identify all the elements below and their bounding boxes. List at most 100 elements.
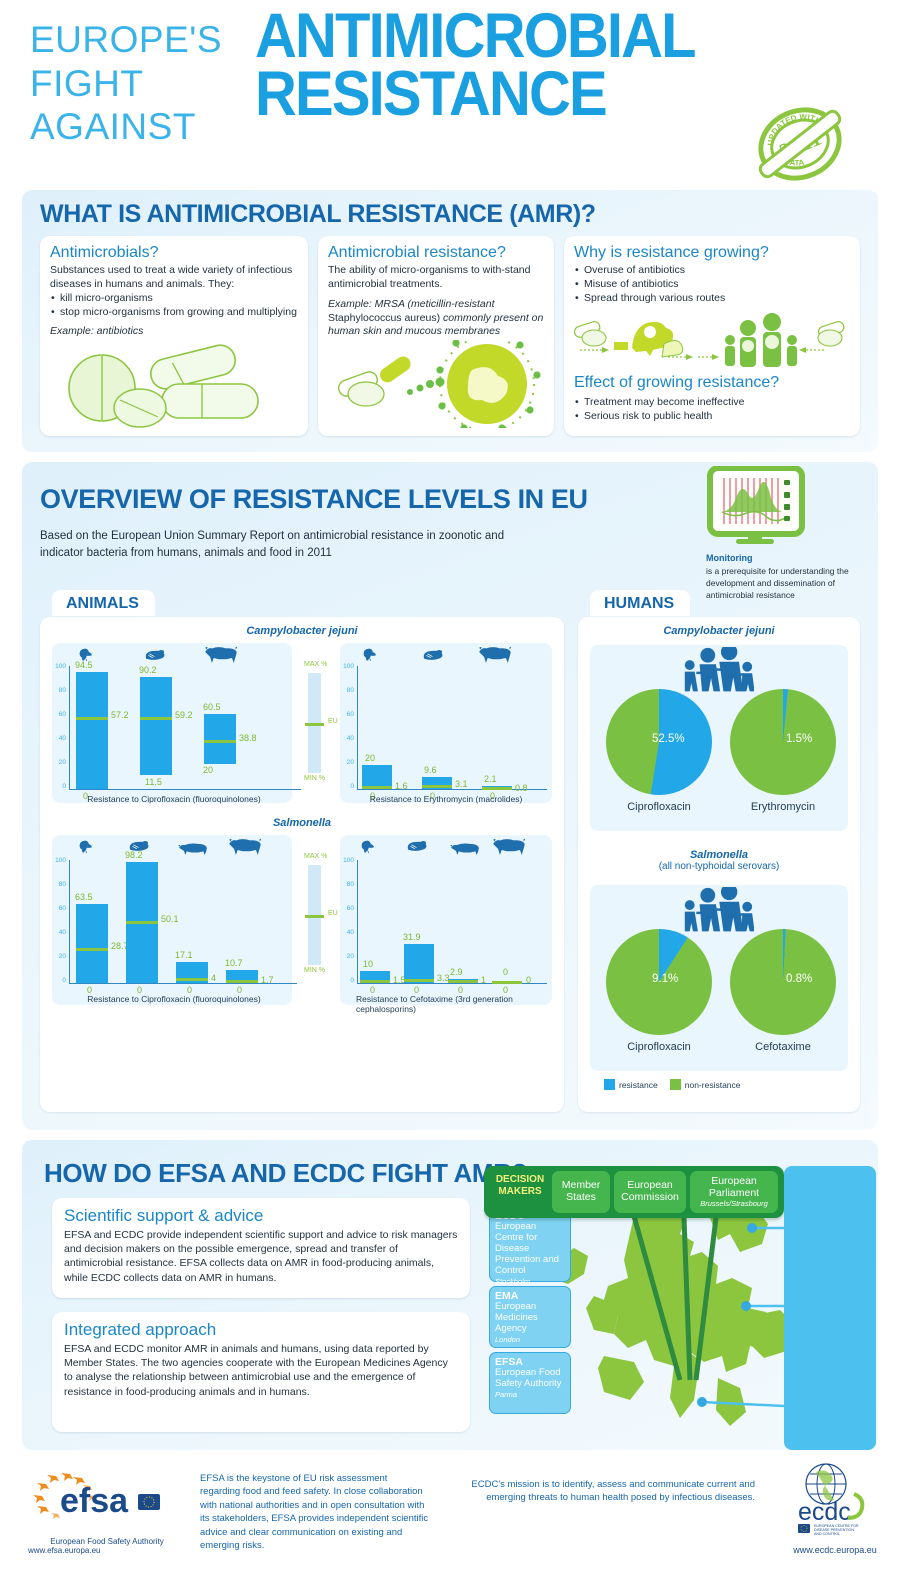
updated-2011-stamp: UPDATED WITH 2011 DATA	[745, 104, 855, 184]
chicken-meat-icon	[129, 840, 149, 851]
card-scientific-support: Scientific support & advice EFSA and ECD…	[52, 1198, 470, 1298]
bullet-item: Misuse of antibiotics	[574, 278, 850, 292]
bar-range	[176, 962, 208, 983]
value-max: 31.9	[403, 932, 421, 942]
eu-line	[140, 717, 172, 720]
pie-caption: Erythromycin	[750, 801, 816, 813]
kicker-line-2: FIGHT	[30, 62, 144, 104]
y-tick-0: 0	[62, 977, 66, 984]
chicken-meat-icon	[423, 649, 443, 660]
value-max: 20	[365, 753, 376, 763]
value-max: 94.5	[75, 660, 93, 670]
legend-item-resistance: resistance	[604, 1079, 658, 1090]
pie-value: 0.8%	[786, 973, 813, 985]
transmission-chain-illustration	[573, 313, 845, 367]
y-tick-20: 20	[58, 759, 66, 766]
decision-maker-member-states[interactable]: Member States	[552, 1171, 610, 1213]
y-tick-40: 40	[346, 929, 354, 936]
title-line-2: RESISTANCE	[255, 58, 608, 129]
x-axis	[69, 983, 297, 985]
legend-label: non-resistance	[684, 1080, 741, 1090]
y-axis	[357, 860, 359, 984]
bullet-item: stop micro-organisms from growing and mu…	[50, 306, 298, 320]
agency-name: European Food Safety Authority	[495, 1367, 562, 1389]
cow-icon	[479, 647, 512, 663]
pie-caption: Ciprofloxacin	[627, 801, 691, 813]
header-kicker: EUROPE'S FIGHT AGAINST	[30, 18, 240, 149]
y-tick-0: 0	[350, 977, 354, 984]
agency-ema[interactable]: EMA European Medicines Agency London	[489, 1286, 571, 1348]
value-max: 10	[363, 959, 374, 969]
decision-maker-european-parliament[interactable]: European Parliament Brussels/Strasbourg	[690, 1171, 778, 1213]
legend-label: resistance	[619, 1080, 658, 1090]
chicken-icon	[363, 648, 376, 662]
y-axis	[69, 666, 71, 790]
pills-illustration	[68, 344, 259, 428]
ecdc-description: ECDC's mission is to identify, assess an…	[471, 1479, 755, 1504]
dm-label: European Commission	[621, 1179, 679, 1203]
x-axis-caption: Resistance to Ciprofloxacin (fluoroquino…	[87, 794, 261, 804]
scale-max-label: MAX %	[304, 853, 328, 860]
card-heading: Antimicrobial resistance?	[328, 244, 506, 261]
value-eu: 1.7	[261, 975, 274, 985]
bar-range	[76, 904, 108, 983]
efsa-caption: European Food Safety Authority	[50, 1537, 164, 1546]
bar-range	[76, 672, 108, 789]
y-tick-80: 80	[58, 687, 66, 694]
bar-range	[204, 714, 236, 764]
value-eu: 0.8	[515, 783, 528, 793]
y-tick-20: 20	[346, 759, 354, 766]
value-max: 0	[503, 967, 509, 977]
overview-title: OVERVIEW OF RESISTANCE LEVELS IN EU	[40, 484, 588, 514]
amr-section-title: WHAT IS ANTIMICROBIAL RESISTANCE (AMR)?	[40, 200, 596, 228]
value-eu: 1	[481, 975, 487, 985]
y-tick-0: 0	[350, 783, 354, 790]
tab-animals[interactable]: ANIMALS	[52, 590, 155, 616]
y-tick-100: 100	[55, 663, 66, 670]
value-eu: 38.8	[239, 733, 257, 743]
cow-icon	[229, 839, 262, 855]
agency-efsa[interactable]: EFSA European Food Safety Authority Parm…	[489, 1352, 571, 1414]
y-tick-100: 100	[55, 857, 66, 864]
agency-ecdc[interactable]: ECDC European Centre for Disease Prevent…	[489, 1206, 571, 1286]
legend-item-non-resistance: non-resistance	[669, 1079, 741, 1090]
monitoring-text: is a prerequisite for understanding the …	[706, 565, 849, 600]
scale-min-label: MIN %	[304, 967, 325, 974]
pie-legend: resistance non-resistance	[604, 1079, 741, 1090]
chart-subtitle-text: (all non-typhoidal serovars)	[658, 861, 780, 872]
decision-maker-european-commission[interactable]: European Commission	[614, 1171, 686, 1213]
y-tick-80: 80	[346, 687, 354, 694]
value-min: 0	[430, 791, 436, 801]
value-min: 0	[490, 791, 496, 801]
bar-range	[362, 765, 392, 789]
eu-line	[360, 980, 390, 983]
value-eu: 0	[526, 975, 532, 985]
x-axis-caption: Resistance to Erythromycin (macrolides)	[369, 794, 523, 804]
value-max: 98.2	[125, 850, 143, 860]
tab-humans[interactable]: HUMANS	[590, 590, 691, 616]
card-bullets: kill micro-organisms stop micro-organism…	[50, 292, 298, 320]
chart-title-salmonella-animals: Salmonella	[272, 817, 332, 829]
y-axis	[69, 860, 71, 984]
x-axis-caption: Resistance to Ciprofloxacin (fluoroquino…	[87, 994, 261, 1004]
eu-line	[404, 979, 434, 982]
card-body: The ability of micro-organisms to with-s…	[328, 264, 531, 290]
dm-sublabel: Brussels/Strasbourg	[700, 1198, 768, 1208]
ecdc-url[interactable]: www.ecdc.europa.eu	[793, 1545, 877, 1555]
card-heading: Why is resistance growing?	[574, 244, 769, 261]
agency-city: Parma	[495, 1389, 518, 1399]
efsa-url[interactable]: www.efsa.europa.eu	[28, 1546, 101, 1555]
x-axis	[357, 789, 547, 791]
card-example: Example: antibiotics	[50, 325, 144, 338]
svg-text:AND CONTROL: AND CONTROL	[814, 1532, 840, 1536]
kicker-line-1: EUROPE'S	[30, 19, 222, 60]
eu-line	[76, 717, 108, 720]
overview-subtitle: Based on the European Union Summary Repo…	[40, 530, 505, 559]
eu-line	[448, 980, 478, 983]
value-min: 0	[87, 985, 93, 995]
card-antimicrobials: Antimicrobials? Substances used to treat…	[40, 236, 308, 436]
eu-line	[492, 981, 522, 984]
y-tick-80: 80	[58, 881, 66, 888]
pie-caption: Cefotaxime	[755, 1041, 811, 1053]
value-min: 0	[503, 985, 509, 995]
